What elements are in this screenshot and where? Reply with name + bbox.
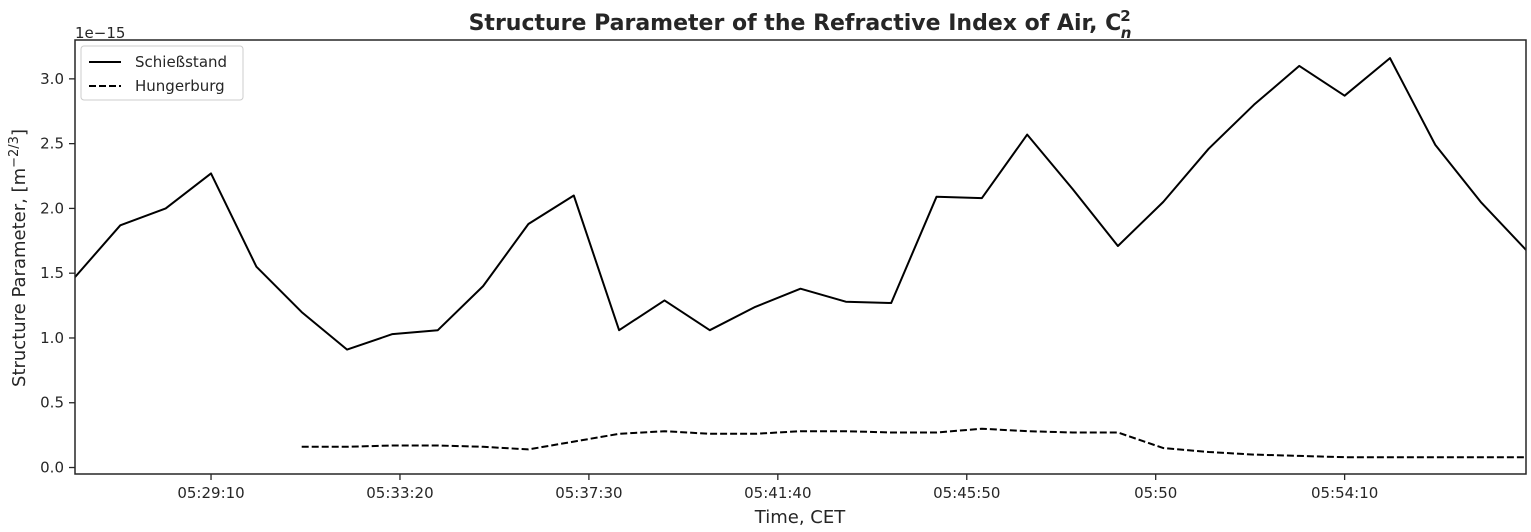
- x-axis-label: Time, CET: [754, 507, 846, 528]
- legend-box: [80, 45, 244, 101]
- legend-label-hungerburg: Hungerburg: [135, 77, 225, 95]
- y-axis-label: Structure Parameter, [m−2/3]: [7, 129, 30, 387]
- x-tick-label: 05:54:10: [1311, 484, 1378, 502]
- y-tick-label: 2.5: [40, 135, 64, 153]
- y-axis-ticks: 0.0 0.5 1.0 1.5 2.0 2.5 3.0: [40, 70, 75, 477]
- legend: Schießstand Hungerburg: [80, 45, 244, 101]
- chart-title: Structure Parameter of the Refractive In…: [469, 7, 1132, 42]
- series-line-schiessstand: [75, 57, 1526, 351]
- series-lines: [75, 57, 1526, 459]
- y-tick-label: 0.0: [40, 459, 64, 477]
- x-tick-label: 05:37:30: [555, 484, 622, 502]
- x-axis-ticks: 05:29:10 05:33:20 05:37:30 05:41:40 05:45:50…: [177, 474, 1378, 502]
- y-tick-label: 3.0: [40, 70, 64, 88]
- y-tick-label: 2.0: [40, 199, 64, 217]
- x-tick-label: 05:29:10: [177, 484, 244, 502]
- title-superscript: 2: [1120, 7, 1130, 25]
- y-tick-label: 1.0: [40, 329, 64, 347]
- y-tick-label: 0.5: [40, 394, 64, 412]
- legend-label-schiessstand: Schießstand: [135, 53, 227, 71]
- plot-frame: [74, 39, 1527, 475]
- title-subscript: n: [1121, 24, 1132, 42]
- x-tick-label: 05:50: [1134, 484, 1177, 502]
- x-tick-label: 05:41:40: [744, 484, 811, 502]
- y-tick-label: 1.5: [40, 264, 64, 282]
- x-tick-label: 05:45:50: [933, 484, 1000, 502]
- y-offset-text: 1e−15: [75, 24, 125, 42]
- x-tick-label: 05:33:20: [366, 484, 433, 502]
- series-line-hungerburg: [301, 427, 1526, 459]
